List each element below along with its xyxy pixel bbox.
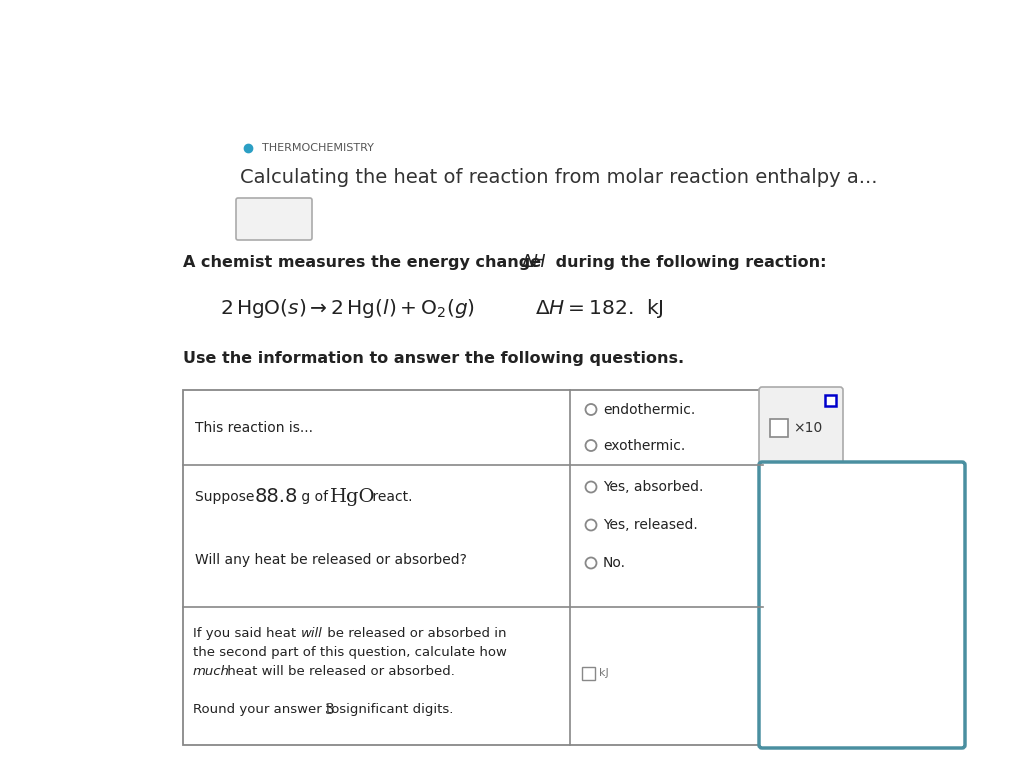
Text: g of: g of	[297, 490, 333, 504]
Text: 88.8: 88.8	[255, 487, 298, 507]
Text: will: will	[301, 627, 323, 640]
Text: be released or absorbed in: be released or absorbed in	[323, 627, 507, 640]
Text: Suppose: Suppose	[195, 490, 259, 504]
Text: significant digits.: significant digits.	[335, 703, 454, 716]
Text: ▼: ▼	[269, 212, 279, 226]
Text: THERMOCHEMISTRY: THERMOCHEMISTRY	[262, 143, 374, 153]
Text: No.: No.	[603, 556, 626, 570]
Text: A chemist measures the energy change: A chemist measures the energy change	[183, 254, 547, 270]
Text: $\Delta H$: $\Delta H$	[521, 253, 547, 271]
FancyBboxPatch shape	[236, 198, 312, 240]
Text: Yes, released.: Yes, released.	[603, 518, 697, 532]
Text: the second part of this question, calculate how: the second part of this question, calcul…	[193, 646, 507, 659]
Text: Calculating the heat of reaction from molar reaction enthalpy a...: Calculating the heat of reaction from mo…	[240, 168, 878, 187]
Text: Will any heat be released or absorbed?: Will any heat be released or absorbed?	[195, 553, 467, 567]
Text: Yes, absorbed.: Yes, absorbed.	[603, 480, 703, 494]
Text: $2\,\mathrm{HgO}(s) \rightarrow 2\,\mathrm{Hg}(\mathit{l})+\mathrm{O}_2(\mathit{: $2\,\mathrm{HgO}(s) \rightarrow 2\,\math…	[220, 297, 475, 319]
Text: heat will be released or absorbed.: heat will be released or absorbed.	[223, 665, 455, 678]
Text: ×10: ×10	[793, 421, 822, 435]
Text: If you said heat: If you said heat	[193, 627, 300, 640]
FancyBboxPatch shape	[759, 387, 843, 468]
Text: react.: react.	[368, 490, 413, 504]
Text: $\Delta H = 182.\;\,\mathrm{kJ}$: $\Delta H = 182.\;\,\mathrm{kJ}$	[535, 297, 664, 319]
Text: HgO: HgO	[330, 488, 376, 506]
Text: endothermic.: endothermic.	[603, 402, 695, 416]
Text: exothermic.: exothermic.	[603, 439, 685, 453]
Bar	[582, 667, 595, 680]
Text: This reaction is...: This reaction is...	[195, 421, 313, 435]
FancyBboxPatch shape	[759, 462, 965, 748]
Text: during the following reaction:: during the following reaction:	[550, 254, 826, 270]
Text: kJ: kJ	[599, 669, 608, 678]
Text: 3: 3	[325, 703, 335, 717]
Bar	[825, 395, 836, 406]
Bar	[183, 390, 763, 745]
Text: Round your answer to: Round your answer to	[193, 703, 344, 716]
Text: much: much	[193, 665, 229, 678]
Bar	[770, 418, 788, 436]
Text: Use the information to answer the following questions.: Use the information to answer the follow…	[183, 350, 684, 366]
